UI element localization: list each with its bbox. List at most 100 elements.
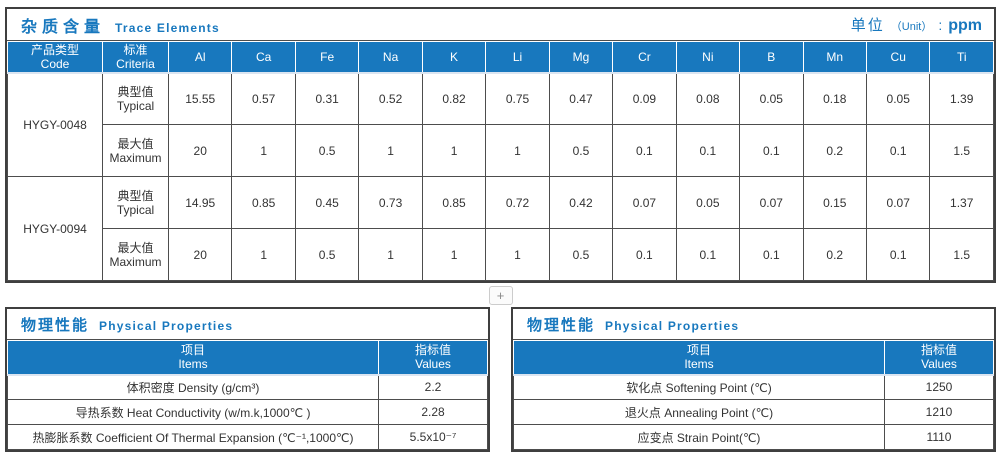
physical-properties-row: 物理性能 Physical Properties 项目 Items 指标值 Va… — [5, 307, 996, 452]
trace-elements-section: 杂质含量 Trace Elements 单位 （Unit） : ppm 产品类型… — [5, 7, 996, 283]
value-cell: 0.07 — [739, 176, 804, 229]
element-header-fe: Fe — [294, 41, 360, 74]
physical-value-cell: 2.2 — [378, 374, 488, 400]
physical-value-cell: 1210 — [884, 399, 994, 425]
value-cell: 0.72 — [485, 176, 550, 229]
physical-title: 物理性能 Physical Properties — [21, 314, 233, 335]
criteria-label-en: Maximum — [109, 254, 162, 269]
product-code-cell: HYGY-0094 — [7, 176, 103, 281]
criteria-header-cn: 标准 — [123, 42, 148, 57]
criteria-label-cn: 典型值 — [117, 188, 154, 203]
unit-colon: : — [938, 17, 943, 33]
value-cell: 0.1 — [612, 228, 677, 281]
trace-title-cn: 杂质含量 — [21, 18, 106, 36]
element-header-b: B — [739, 41, 804, 74]
trace-header-row: 产品类型 Code 标准 Criteria Al Ca Fe Na K Li M… — [7, 41, 994, 74]
physical-title-cn: 物理性能 — [21, 316, 90, 334]
element-header-ca: Ca — [231, 41, 296, 74]
value-cell: 0.47 — [548, 72, 614, 125]
value-cell: 0.85 — [421, 176, 487, 229]
element-header-cu: Cu — [865, 41, 931, 74]
table-row: 热膨胀系数 Coefficient Of Thermal Expansion (… — [7, 424, 488, 450]
value-cell: 0.1 — [865, 124, 931, 177]
value-cell: 0.18 — [802, 72, 867, 125]
physical-title: 物理性能 Physical Properties — [527, 314, 739, 335]
items-header-cell: 项目 Items — [7, 340, 379, 376]
trace-title-en: Trace Elements — [115, 20, 220, 35]
physical-properties-section-left: 物理性能 Physical Properties 项目 Items 指标值 Va… — [5, 307, 490, 452]
values-header-cn: 指标值 — [920, 343, 957, 358]
criteria-label-cn: 最大值 — [117, 136, 154, 151]
value-cell: 0.5 — [548, 124, 614, 177]
items-header-en: Items — [684, 357, 714, 372]
value-cell: 0.85 — [231, 176, 296, 229]
physical-item-cell: 退火点 Annealing Point (℃) — [513, 399, 885, 425]
value-cell: 0.45 — [294, 176, 360, 229]
code-header-cn: 产品类型 — [30, 42, 79, 57]
table-row: 软化点 Softening Point (℃) 1250 — [513, 374, 994, 400]
value-cell: 1 — [231, 228, 296, 281]
value-cell: 0.73 — [358, 176, 423, 229]
criteria-cell: 典型值 Typical — [102, 72, 169, 125]
table-row: 最大值 Maximum 20 1 0.5 1 1 1 0.5 0.1 0.1 0… — [8, 124, 994, 177]
physical-header-row: 项目 Items 指标值 Values — [7, 340, 488, 376]
value-cell: 20 — [167, 228, 233, 281]
unit-label-cn: 单位 — [850, 17, 885, 34]
element-header-li: Li — [485, 41, 550, 74]
value-cell: 0.1 — [675, 228, 741, 281]
criteria-cell: 最大值 Maximum — [102, 124, 169, 177]
criteria-label-en: Typical — [116, 202, 155, 217]
value-cell: 0.5 — [294, 228, 360, 281]
value-cell: 15.55 — [167, 72, 233, 125]
element-header-ti: Ti — [929, 41, 994, 74]
value-cell: 0.07 — [865, 176, 931, 229]
criteria-label-en: Maximum — [109, 150, 162, 165]
table-row: 导热系数 Heat Conductivity (w/m.k,1000℃ ) 2.… — [7, 399, 488, 425]
physical-properties-section-right: 物理性能 Physical Properties 项目 Items 指标值 Va… — [511, 307, 996, 452]
physical-item-cell: 导热系数 Heat Conductivity (w/m.k,1000℃ ) — [7, 399, 379, 425]
value-cell: 1.5 — [929, 124, 994, 177]
value-cell: 0.1 — [865, 228, 931, 281]
add-section-button[interactable]: + — [488, 285, 513, 305]
physical-item-cell: 体积密度 Density (g/cm³) — [7, 374, 379, 400]
values-header-cn: 指标值 — [414, 343, 451, 358]
element-header-k: K — [421, 41, 487, 74]
value-cell: 0.82 — [421, 72, 487, 125]
page: 杂质含量 Trace Elements 单位 （Unit） : ppm 产品类型… — [5, 7, 996, 452]
physical-table-right: 项目 Items 指标值 Values 软化点 Softening Point … — [513, 340, 994, 450]
physical-title-bar: 物理性能 Physical Properties — [513, 309, 994, 340]
physical-title-en: Physical Properties — [605, 318, 740, 333]
physical-value-cell: 1110 — [884, 424, 994, 450]
values-header-en: Values — [415, 357, 451, 372]
trace-elements-title-bar: 杂质含量 Trace Elements 单位 （Unit） : ppm — [7, 9, 994, 41]
value-cell: 0.07 — [612, 176, 677, 229]
table-row: 最大值 Maximum 20 1 0.5 1 1 1 0.5 0.1 0.1 0… — [8, 228, 994, 281]
table-row: 退火点 Annealing Point (℃) 1210 — [513, 399, 994, 425]
trace-elements-table: 产品类型 Code 标准 Criteria Al Ca Fe Na K Li M… — [7, 41, 994, 281]
items-header-cn: 项目 — [180, 343, 205, 358]
value-cell: 1 — [485, 228, 550, 281]
value-cell: 1.39 — [929, 72, 994, 125]
physical-header-row: 项目 Items 指标值 Values — [513, 340, 994, 376]
criteria-cell: 最大值 Maximum — [102, 228, 169, 281]
element-header-na: Na — [358, 41, 423, 74]
physical-item-cell: 应变点 Strain Point(℃) — [513, 424, 885, 450]
value-cell: 20 — [167, 124, 233, 177]
physical-table-left: 项目 Items 指标值 Values 体积密度 Density (g/cm³)… — [7, 340, 488, 450]
values-header-cell: 指标值 Values — [884, 340, 994, 376]
value-cell: 0.31 — [294, 72, 360, 125]
values-header-en: Values — [921, 357, 957, 372]
value-cell: 1 — [358, 228, 423, 281]
items-header-cn: 项目 — [686, 343, 711, 358]
table-row: HYGY-0094 典型值 Typical 14.95 0.85 0.45 0.… — [7, 176, 994, 281]
criteria-label-en: Typical — [116, 98, 155, 113]
items-header-en: Items — [178, 357, 208, 372]
element-header-cr: Cr — [612, 41, 677, 74]
items-header-cell: 项目 Items — [513, 340, 885, 376]
value-cell: 1 — [421, 124, 487, 177]
element-header-mn: Mn — [802, 41, 867, 74]
table-row: 体积密度 Density (g/cm³) 2.2 — [7, 374, 488, 400]
element-header-al: Al — [167, 41, 233, 74]
value-cell: 0.5 — [294, 124, 360, 177]
element-header-mg: Mg — [548, 41, 614, 74]
